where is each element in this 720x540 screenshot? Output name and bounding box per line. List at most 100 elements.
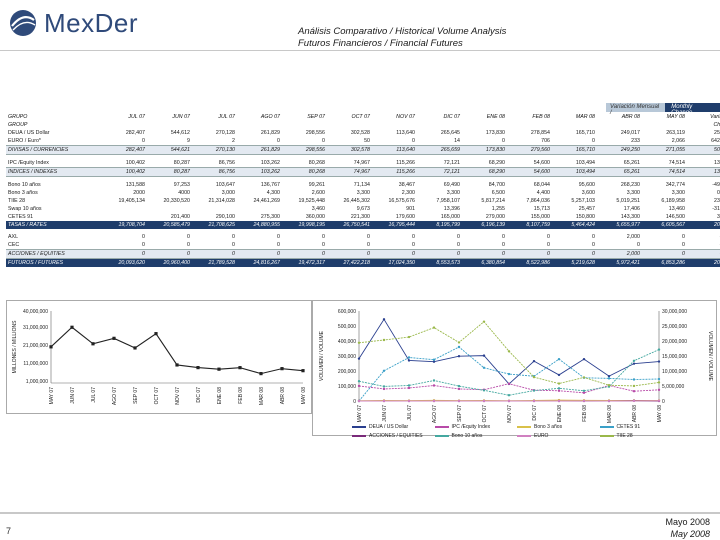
table-cell: 13.46% <box>714 160 720 166</box>
y-tick-label-left: 200,000 <box>338 369 356 375</box>
table-cell <box>102 213 147 221</box>
y-tick-label-left: 0 <box>353 399 356 405</box>
table-cell: Bono 10 años <box>8 182 41 188</box>
y-tick-label-right: 25,000,000 <box>662 324 687 330</box>
table-cell: 249,017 <box>620 130 640 136</box>
data-point <box>382 385 386 388</box>
bottom-divider <box>0 512 720 514</box>
table-cell: 115,266 <box>396 160 415 166</box>
table-cell: 279,560 <box>507 145 552 155</box>
table-cell: 2,000 <box>626 234 640 240</box>
table-cell: 261,829 <box>260 130 280 136</box>
column-header <box>417 121 462 129</box>
data-point <box>382 399 386 403</box>
data-point <box>301 369 305 373</box>
table-cell: 6,605,567 <box>642 221 687 229</box>
table-cell: 4000 <box>178 190 190 196</box>
legend-label: CETES 91 <box>616 424 641 430</box>
product-volume-chart: 600,000 500,000 400,000 300,000 200,000 100,0… <box>312 300 717 436</box>
table-cell: 19,405,134 <box>118 198 145 204</box>
table-cell: 8,553,573 <box>417 258 462 267</box>
data-point <box>382 369 386 372</box>
legend-swatch <box>599 426 614 428</box>
table-cell: 65,261 <box>623 160 640 166</box>
total-row: FUTUROS / FUTURES 20,093,620 20,960,400 21,… <box>6 258 720 267</box>
data-point <box>482 320 486 323</box>
column-header <box>462 121 507 129</box>
data-point <box>632 359 636 362</box>
table-cell: EURO / Euro* <box>8 138 41 144</box>
sub-row: ACCIONES / EQUITIES000000000002,0000----… <box>6 249 720 259</box>
table-cell: 0 <box>282 249 327 259</box>
data-point <box>432 379 436 382</box>
data-point <box>507 399 511 403</box>
table-cell: 270,130 <box>192 145 237 155</box>
data-point <box>582 376 586 379</box>
data-point <box>507 394 511 397</box>
data-point <box>582 389 586 392</box>
table-cell: 86,756 <box>218 160 235 166</box>
table-cell: 0 <box>412 234 415 240</box>
column-header <box>597 121 642 129</box>
table-cell: ACCIONES / EQUITIES <box>6 249 102 259</box>
table-cell: 146,500 <box>665 214 685 220</box>
data-point <box>70 325 74 329</box>
data-point <box>607 399 611 403</box>
table-cell: 69,490 <box>443 182 460 188</box>
table-cell: 282,407 <box>125 130 145 136</box>
table-cell: 0 <box>682 242 685 248</box>
data-point <box>582 357 586 361</box>
variation-en: Monthly Change <box>665 103 720 116</box>
y-tick-label-right: 5,000,000 <box>662 384 684 390</box>
table-cell: 103,494 <box>552 167 597 177</box>
table-cell: DIVISAS / CURRENCIES <box>6 145 102 155</box>
y-tick-label-left: 100,000 <box>338 384 356 390</box>
x-tick-label: MAY 07 <box>357 405 363 423</box>
table-cell: 103,262 <box>260 160 280 166</box>
legend-swatch <box>517 435 531 437</box>
data-point <box>407 386 411 390</box>
data-point <box>357 384 361 388</box>
table-cell: 0 <box>507 249 552 259</box>
y-tick-label: 40,000,000 <box>23 309 48 315</box>
table-cell: 165,000 <box>440 214 460 220</box>
table-cell: 3.02% <box>716 214 720 220</box>
data-point <box>407 399 411 403</box>
table-cell: 3,300 <box>671 190 685 196</box>
table-cell: 54,600 <box>533 160 550 166</box>
table-cell: 0 <box>322 234 325 240</box>
x-tick-label: AGO 07 <box>432 405 438 423</box>
data-point <box>557 389 561 392</box>
data-point <box>457 399 461 403</box>
table-cell: 5,972,421 <box>597 258 642 267</box>
table-cell: 20,093,620 <box>102 258 147 267</box>
column-header: JUL 07 <box>128 114 145 120</box>
column-header: FEB 08 <box>532 114 550 120</box>
table-cell: 5,655,977 <box>597 221 642 229</box>
table-header-row: GROUP Change <box>6 121 720 129</box>
table-cell: 97,253 <box>173 182 190 188</box>
table-cell: 4,300 <box>266 190 280 196</box>
table-cell: 0 <box>187 242 190 248</box>
table-cell: TASAS / RATES <box>6 221 102 229</box>
data-point <box>557 399 561 403</box>
table-cell: 3,460 <box>311 206 325 212</box>
table-cell <box>192 205 237 213</box>
table-cell: 302,578 <box>327 145 372 155</box>
table-cell: 2,600 <box>311 190 325 196</box>
table-cell: 5,219,628 <box>552 258 597 267</box>
data-point <box>382 318 386 321</box>
data-point <box>407 335 411 339</box>
table-cell: 17,406 <box>623 206 640 212</box>
chart-legend: DEUA / US Dollar IPC /Equity Index Bono 3 … <box>352 424 682 439</box>
table-cell: 290,100 <box>215 214 235 220</box>
data-point <box>432 326 436 329</box>
table-cell: 0 <box>412 242 415 248</box>
table-cell: 901 <box>406 206 415 212</box>
table-cell: 0 <box>412 138 415 144</box>
table-cell: -49.49% <box>712 182 720 188</box>
table-cell: 80,287 <box>147 167 192 177</box>
table-cell: 25.66% <box>714 130 720 136</box>
mexder-logo: MexDer <box>8 6 178 40</box>
table-cell: 74,514 <box>642 167 687 177</box>
